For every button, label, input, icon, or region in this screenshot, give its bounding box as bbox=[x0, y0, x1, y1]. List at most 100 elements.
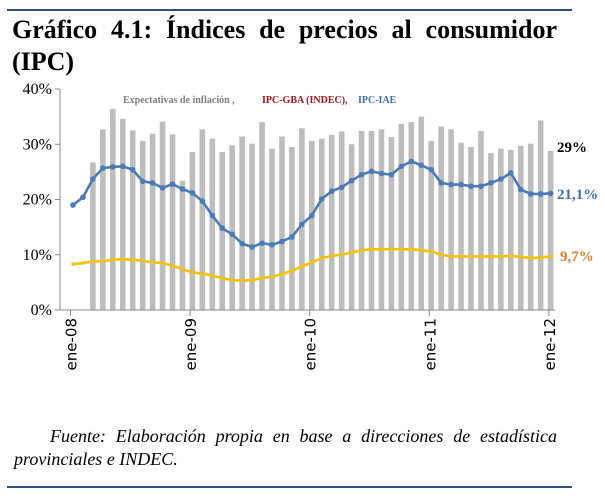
point-ipc-iae bbox=[428, 166, 435, 173]
bar-expectativas bbox=[189, 151, 196, 310]
point-ipc-gba bbox=[101, 259, 105, 264]
point-ipc-gba bbox=[349, 250, 354, 255]
bar-expectativas bbox=[498, 148, 504, 310]
point-ipc-iae bbox=[249, 244, 255, 250]
point-ipc-gba bbox=[280, 272, 284, 276]
point-ipc-gba bbox=[180, 267, 185, 271]
x-tick-label: ene-08 bbox=[63, 318, 81, 370]
point-ipc-gba bbox=[240, 278, 244, 283]
bar-expectativas bbox=[398, 123, 405, 311]
bar-expectativas bbox=[209, 138, 216, 310]
point-ipc-gba bbox=[449, 254, 453, 259]
bar-expectativas bbox=[478, 130, 484, 310]
bar-expectativas bbox=[428, 140, 434, 310]
bar-expectativas bbox=[299, 128, 305, 310]
bar-expectativas bbox=[527, 143, 534, 310]
point-ipc-iae bbox=[318, 196, 325, 202]
point-ipc-gba bbox=[71, 262, 75, 266]
bar-expectativas bbox=[378, 129, 385, 310]
point-ipc-iae bbox=[328, 188, 335, 195]
point-ipc-gba bbox=[91, 259, 95, 264]
chart-title: Gráfico 4.1: Índices de precios al consu… bbox=[12, 15, 557, 76]
point-ipc-gba bbox=[319, 256, 324, 260]
point-ipc-iae bbox=[488, 180, 494, 186]
point-ipc-gba bbox=[459, 254, 463, 259]
point-ipc-gba bbox=[339, 252, 344, 257]
bar-expectativas bbox=[318, 138, 325, 310]
point-ipc-iae bbox=[348, 177, 355, 184]
point-ipc-gba bbox=[170, 264, 175, 268]
bar-expectativas bbox=[328, 134, 335, 310]
point-ipc-gba bbox=[509, 254, 513, 258]
point-ipc-iae bbox=[398, 163, 405, 170]
bar-expectativas bbox=[547, 150, 554, 310]
bar-expectativas bbox=[418, 116, 425, 310]
bar-expectativas bbox=[279, 136, 285, 310]
point-ipc-gba bbox=[111, 257, 115, 262]
bar-expectativas bbox=[438, 126, 444, 310]
chart: 0%10%20%30%40% ene-08 ene-09 ene-10 ene-11 e… bbox=[23, 81, 599, 370]
point-ipc-iae bbox=[508, 170, 514, 176]
point-ipc-iae bbox=[179, 186, 186, 192]
point-ipc-gba bbox=[200, 271, 205, 276]
point-ipc-gba bbox=[230, 278, 234, 282]
bar-expectativas bbox=[358, 130, 365, 310]
point-ipc-gba bbox=[300, 264, 304, 269]
point-ipc-iae bbox=[498, 176, 504, 182]
point-ipc-gba bbox=[429, 249, 434, 254]
point-ipc-iae bbox=[517, 186, 524, 193]
bar-expectativas bbox=[348, 144, 355, 310]
bar-expectativas bbox=[338, 131, 345, 310]
point-ipc-iae bbox=[129, 166, 136, 173]
legend-ipc-iae: IPC-IAE bbox=[358, 95, 397, 106]
bar-expectativas bbox=[199, 129, 206, 310]
bar-expectativas bbox=[408, 122, 415, 311]
point-ipc-iae bbox=[418, 162, 425, 169]
x-tick-label: ene-10 bbox=[302, 318, 320, 370]
point-ipc-iae bbox=[219, 225, 226, 232]
point-ipc-iae bbox=[199, 198, 206, 204]
bar-expectativas bbox=[119, 118, 126, 311]
point-ipc-gba bbox=[81, 261, 85, 265]
point-ipc-iae bbox=[378, 170, 385, 177]
point-ipc-gba bbox=[479, 254, 483, 259]
bar-expectativas bbox=[139, 140, 146, 310]
point-ipc-iae bbox=[358, 171, 365, 178]
point-ipc-gba bbox=[270, 275, 274, 279]
bar-expectativas bbox=[90, 162, 96, 310]
bar-expectativas bbox=[368, 130, 375, 310]
point-ipc-gba bbox=[548, 254, 553, 259]
x-tick-label: ene-12 bbox=[541, 318, 559, 370]
y-tick-label: 10% bbox=[23, 247, 52, 264]
label-expectativas-last: 29% bbox=[557, 140, 587, 156]
point-ipc-iae bbox=[408, 158, 415, 165]
label-indec-last: 9,7% bbox=[560, 249, 594, 265]
legend-ipc-gba: IPC-GBA (INDEC), bbox=[262, 95, 348, 106]
bar-expectativas bbox=[149, 133, 156, 310]
point-ipc-iae bbox=[388, 171, 395, 178]
y-tick-label: 40% bbox=[23, 81, 52, 98]
point-ipc-gba bbox=[399, 247, 404, 252]
point-ipc-iae bbox=[259, 240, 265, 246]
bar-expectativas bbox=[129, 130, 136, 310]
point-ipc-gba bbox=[389, 247, 394, 252]
point-ipc-gba bbox=[130, 257, 135, 262]
point-ipc-gba bbox=[499, 254, 503, 259]
top-rule bbox=[7, 9, 572, 11]
point-ipc-iae bbox=[90, 176, 96, 182]
bar-expectativas bbox=[289, 147, 295, 310]
point-ipc-gba bbox=[439, 252, 443, 257]
point-ipc-iae bbox=[289, 234, 295, 240]
point-ipc-gba bbox=[379, 247, 384, 252]
point-ipc-iae bbox=[547, 190, 554, 197]
point-ipc-gba bbox=[518, 255, 523, 259]
point-ipc-gba bbox=[489, 254, 493, 259]
point-ipc-iae bbox=[229, 231, 235, 238]
bar-expectativas bbox=[269, 148, 275, 310]
point-ipc-iae bbox=[468, 183, 474, 190]
bar-expectativas bbox=[169, 134, 176, 310]
y-ticks: 0% 10% 20% 30% 40% bbox=[23, 81, 60, 319]
point-ipc-iae bbox=[527, 191, 534, 197]
point-ipc-iae bbox=[139, 178, 146, 185]
point-ipc-gba bbox=[419, 248, 424, 253]
